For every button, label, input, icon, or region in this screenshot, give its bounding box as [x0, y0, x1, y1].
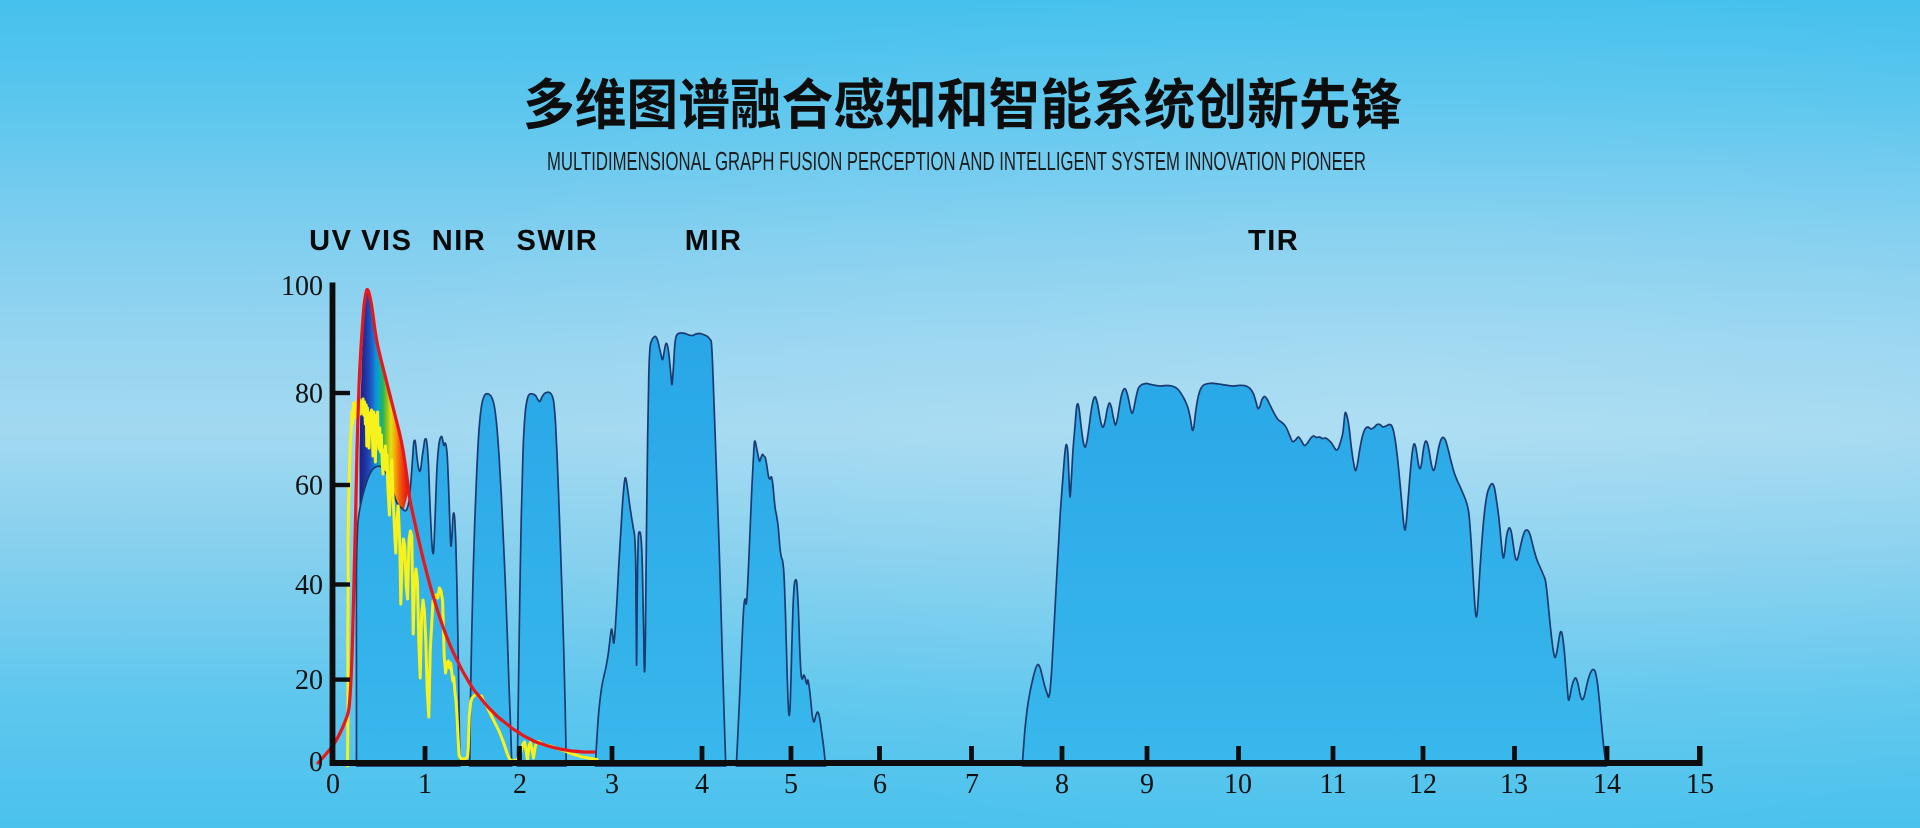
svg-text:0: 0: [309, 747, 323, 778]
svg-text:8: 8: [1055, 769, 1069, 800]
svg-text:40: 40: [295, 570, 323, 601]
svg-text:SWIR: SWIR: [517, 225, 599, 257]
svg-text:60: 60: [295, 471, 323, 502]
svg-text:80: 80: [295, 379, 323, 410]
svg-text:6: 6: [873, 769, 887, 800]
svg-text:7: 7: [965, 769, 979, 800]
svg-text:4: 4: [695, 769, 709, 800]
svg-text:10: 10: [1224, 769, 1252, 800]
svg-text:1: 1: [418, 769, 432, 800]
svg-text:14: 14: [1593, 769, 1621, 800]
svg-text:100: 100: [281, 271, 323, 302]
svg-text:3: 3: [605, 769, 619, 800]
svg-text:MULTIDIMENSIONAL GRAPH FUSION: MULTIDIMENSIONAL GRAPH FUSION PERCEPTION…: [547, 146, 1366, 176]
svg-text:0: 0: [326, 769, 340, 800]
svg-text:TIR: TIR: [1248, 225, 1299, 257]
svg-text:9: 9: [1140, 769, 1154, 800]
svg-text:2: 2: [513, 769, 527, 800]
svg-text:5: 5: [784, 769, 798, 800]
svg-text:VIS: VIS: [361, 225, 412, 257]
svg-text:13: 13: [1500, 769, 1528, 800]
svg-text:15: 15: [1686, 769, 1714, 800]
svg-text:UV: UV: [309, 225, 352, 257]
svg-text:12: 12: [1409, 769, 1437, 800]
svg-text:20: 20: [295, 665, 323, 696]
svg-text:NIR: NIR: [432, 225, 486, 257]
svg-text:11: 11: [1320, 769, 1347, 800]
svg-text:MIR: MIR: [685, 225, 743, 257]
